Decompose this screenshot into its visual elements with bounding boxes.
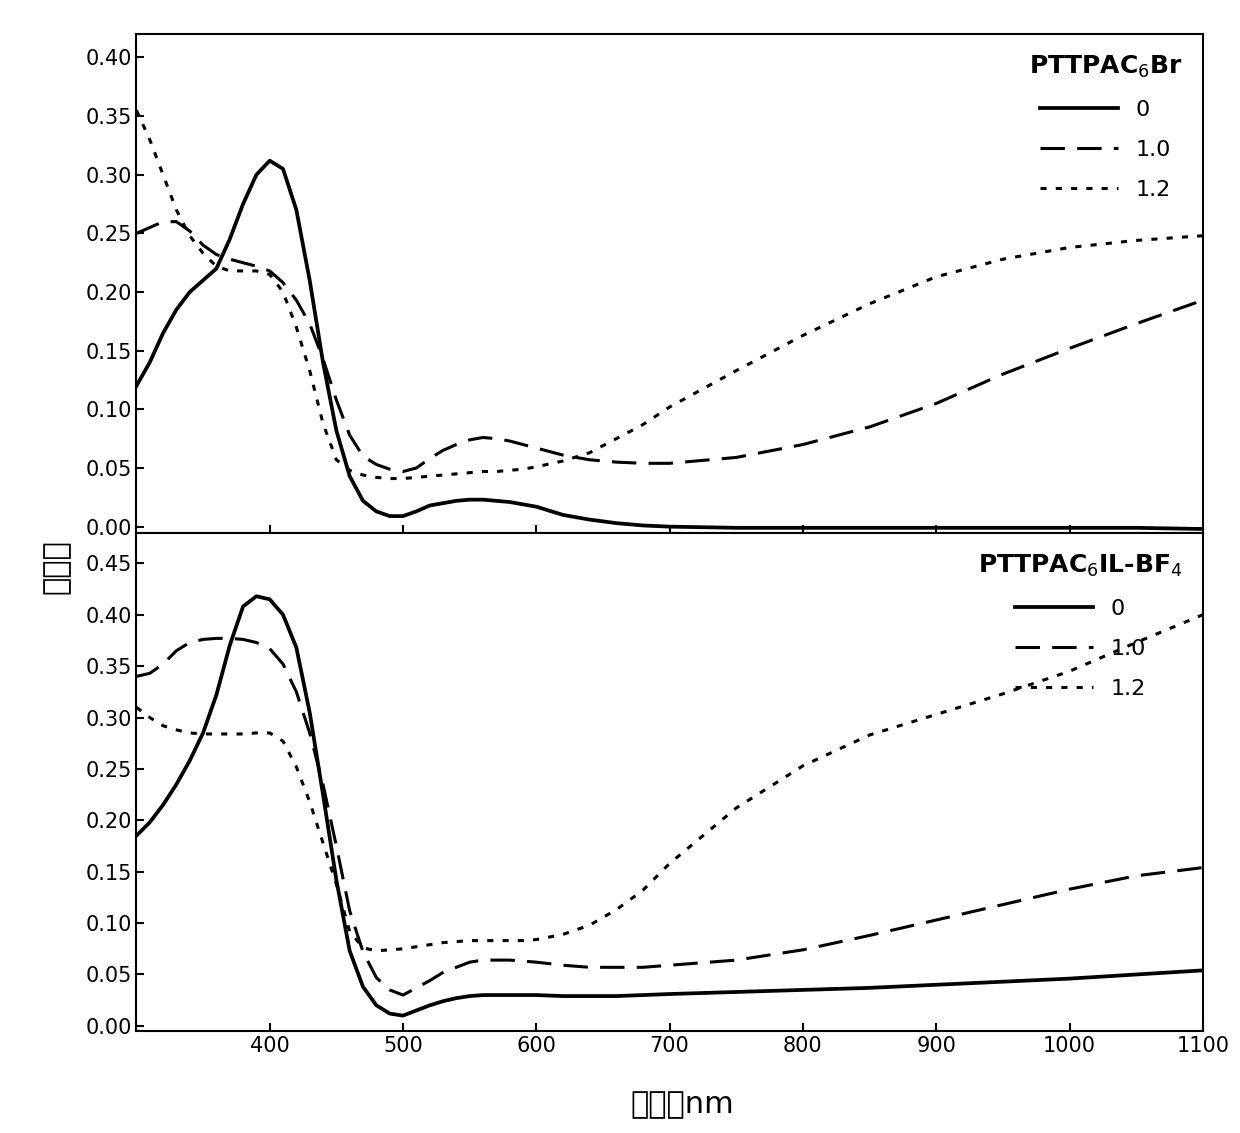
Legend: 0, 1.0, 1.2: 0, 1.0, 1.2	[1021, 45, 1192, 210]
Text: 吸收値: 吸收値	[41, 539, 71, 594]
Text: 波长／nm: 波长／nm	[630, 1090, 734, 1119]
Legend: 0, 1.0, 1.2: 0, 1.0, 1.2	[970, 544, 1192, 708]
